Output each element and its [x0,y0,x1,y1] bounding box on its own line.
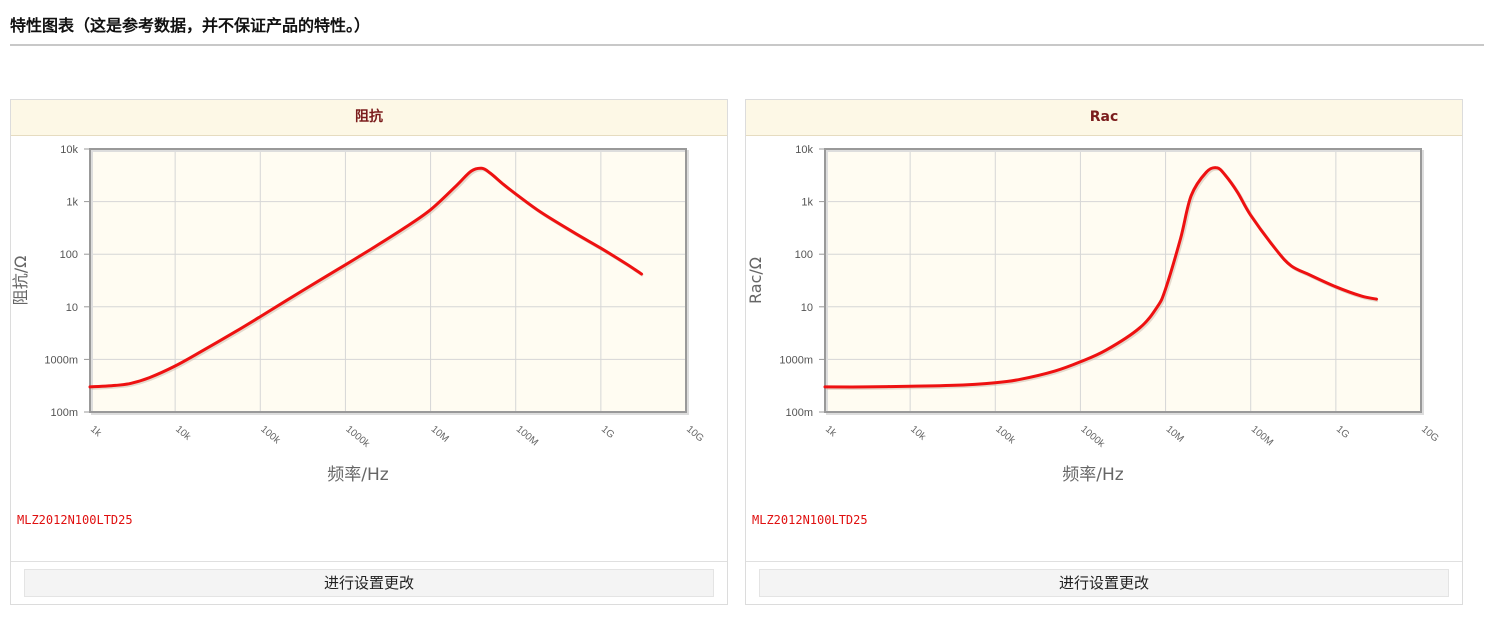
y-tick-label: 10k [795,144,813,156]
y-tick-label: 1000m [44,354,78,366]
y-tick-label: 100m [785,407,813,419]
x-axis-label: 频率/Hz [327,465,389,485]
plot-frame-shadow [91,150,689,415]
y-tick-label: 100 [795,249,813,261]
y-tick-label: 1000m [779,354,813,366]
plot-frame [89,148,687,413]
title-divider [10,44,1484,46]
panel-divider [746,561,1462,562]
plot-frame [824,148,1422,413]
x-tick-label: 1000k [344,424,373,451]
x-tick-label: 1000k [1079,424,1108,451]
x-tick-label: 10G [1419,424,1441,445]
y-tick-label: 1k [801,197,813,209]
x-tick-label: 10k [173,424,193,443]
series-line [823,166,1378,389]
plot-area [825,149,1421,412]
panel-divider [11,561,727,562]
y-tick-label: 1k [66,197,78,209]
x-tick-label: 100M [514,424,540,449]
rac-chart-panel: Rac 100m 1000m 10 100 1k 10k 1k 10k 100k 1000k 10M… [745,99,1463,605]
page-title: 特性图表（这是参考数据，并不保证产品的特性。） [10,16,371,35]
part-number-label: MLZ2012N100LTD25 [17,513,133,527]
part-number-label: MLZ2012N100LTD25 [752,513,868,527]
plot-area [90,149,686,412]
x-tick-label: 1G [1334,424,1351,441]
x-tick-label: 1G [599,424,616,441]
x-tick-label: 100M [1249,424,1275,449]
y-tick-label: 10 [66,302,78,314]
settings-change-button[interactable]: 进行设置更改 [759,569,1449,597]
y-axis-label: 阻抗/Ω [11,256,30,306]
x-tick-label: 10G [684,424,706,445]
x-tick-label: 1k [823,424,839,440]
x-tick-label: 100k [993,424,1017,447]
y-axis-label: Rac/Ω [746,257,765,304]
series-line [88,166,643,389]
x-tick-label: 10M [429,424,451,445]
rac-chart: 100m 1000m 10 100 1k 10k 1k 10k 100k 1000k 10M 100M… [746,144,1441,485]
x-axis-label: 频率/Hz [1062,465,1124,485]
x-tick-label: 10M [1164,424,1186,445]
x-tick-label: 10k [908,424,928,443]
x-tick-label: 1k [88,424,104,440]
y-tick-label: 100m [50,407,78,419]
y-tick-label: 10 [801,302,813,314]
impedance-chart-panel: 阻抗 100m 1000m 10 100 1k 10k 1k 10k 100k 1000k 10M 1… [10,99,728,605]
plot-frame-shadow [826,150,1424,415]
impedance-chart: 100m 1000m 10 100 1k 10k 1k 10k 100k 1000k 10M 100M… [11,144,706,485]
chart-panel-header: Rac [746,100,1462,136]
chart-panel-header: 阻抗 [11,100,727,136]
settings-change-button[interactable]: 进行设置更改 [24,569,714,597]
y-tick-label: 10k [60,144,78,156]
x-tick-label: 100k [258,424,282,447]
y-tick-label: 100 [60,249,78,261]
